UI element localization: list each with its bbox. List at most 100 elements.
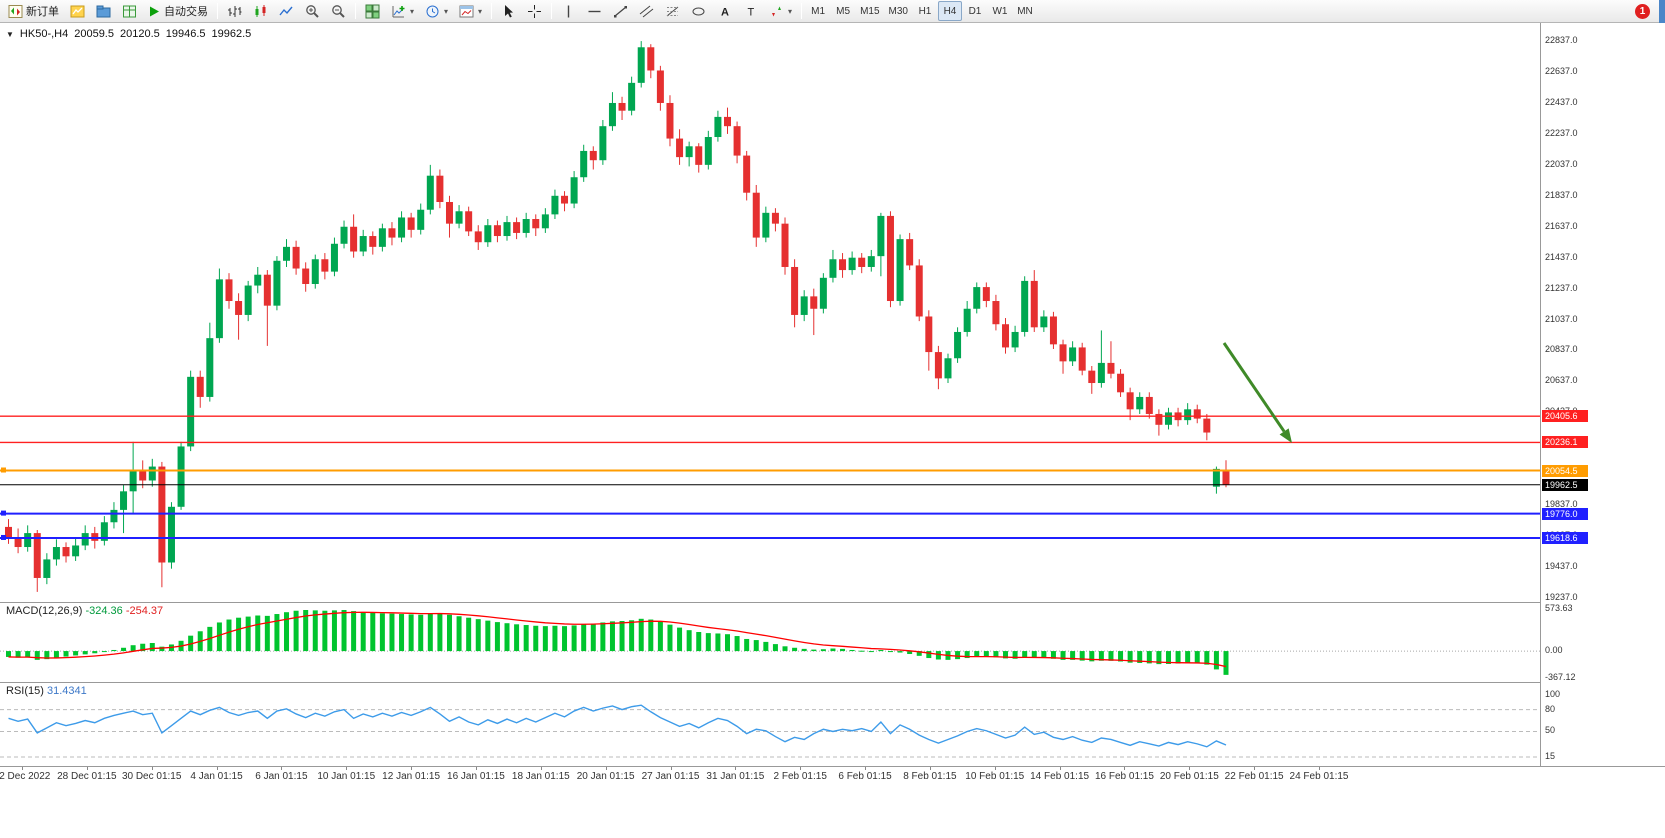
time-label: 8 Feb 01:15 (903, 771, 957, 782)
timeframe-w1[interactable]: W1 (988, 1, 1012, 21)
profiles-button[interactable] (91, 1, 116, 21)
toolbar-separator (491, 3, 493, 19)
bar-chart-icon (227, 4, 242, 19)
vertical-line-icon (561, 4, 576, 19)
arrows-button[interactable]: ▾ (764, 1, 797, 21)
crosshair-button[interactable] (522, 1, 547, 21)
time-label: 20 Feb 01:15 (1159, 771, 1219, 782)
rsi-panel[interactable]: RSI(15) 31.4341 (0, 682, 1540, 766)
price-label: 19437.0 (1545, 561, 1578, 572)
time-tick (1059, 767, 1061, 770)
channel-icon (639, 4, 654, 19)
collapse-arrow-icon[interactable]: ▼ (6, 29, 14, 39)
time-label: 24 Feb 01:15 (1289, 771, 1349, 782)
price-axis[interactable]: 22837.0 22637.0 22437.0 22237.0 22037.0 21837… (1540, 23, 1665, 786)
open-value: 20059.5 (74, 28, 114, 40)
zoom-in-icon (305, 4, 320, 19)
time-label: 12 Jan 01:15 (382, 771, 441, 782)
time-label: 10 Jan 01:15 (317, 771, 376, 782)
zoom-out-button[interactable] (326, 1, 351, 21)
candlestick-chart-button[interactable] (248, 1, 273, 21)
chevron-down-icon: ▾ (788, 6, 793, 16)
trendline-icon (613, 4, 628, 19)
timeframe-m1[interactable]: M1 (806, 1, 830, 21)
trendline-button[interactable] (608, 1, 633, 21)
macd-panel[interactable]: MACD(12,26,9) -324.36 -254.37 (0, 602, 1540, 682)
tile-windows-button[interactable] (360, 1, 385, 21)
price-level-badge: 20405.6 (1542, 410, 1588, 423)
time-label: 20 Jan 01:15 (576, 771, 635, 782)
timeframe-h1[interactable]: H1 (913, 1, 937, 21)
horizontal-line-icon (587, 4, 602, 19)
price-label: 22837.0 (1545, 35, 1578, 45)
time-tick (22, 767, 23, 770)
timeframe-d1[interactable]: D1 (963, 1, 987, 21)
line-chart-icon (279, 4, 294, 19)
indicators-button[interactable]: ▾ (386, 1, 419, 21)
periods-button[interactable]: ▾ (420, 1, 453, 21)
chevron-down-icon: ▾ (478, 6, 483, 16)
price-label: 21837.0 (1545, 189, 1578, 200)
price-label: 22437.0 (1545, 96, 1578, 107)
time-tick (1189, 767, 1191, 770)
data-window-button[interactable] (117, 1, 142, 21)
price-label: 22037.0 (1545, 158, 1578, 169)
autotrading-button[interactable]: 自动交易 (143, 1, 213, 21)
label-button[interactable]: T (738, 1, 763, 21)
rsi-axis-label: 80 (1545, 703, 1556, 714)
price-label: 19837.0 (1545, 499, 1578, 510)
horizontal-line-button[interactable] (582, 1, 607, 21)
text-icon: A (717, 4, 732, 19)
timeframe-m15[interactable]: M15 (856, 1, 883, 21)
chevron-down-icon: ▾ (444, 6, 449, 16)
label-icon: T (743, 4, 758, 19)
time-tick (735, 767, 737, 770)
time-label: 6 Feb 01:15 (838, 771, 892, 782)
chart-title: ▼ HK50-,H4 20059.5 20120.5 19946.5 19962… (6, 28, 251, 40)
time-tick (800, 767, 802, 770)
new-order-icon (8, 4, 23, 19)
timeframe-toolbar: M1 M5 M15 M30 H1 H4 D1 W1 MN (806, 1, 1037, 21)
time-tick (929, 767, 931, 770)
macd-value: -324.36 (85, 605, 123, 617)
cursor-button[interactable] (496, 1, 521, 21)
bar-chart-button[interactable] (222, 1, 247, 21)
channel-button[interactable] (634, 1, 659, 21)
macd-signal-value: -254.37 (125, 605, 164, 617)
notification-badge[interactable]: 1 (1635, 3, 1650, 19)
line-chart-button[interactable] (274, 1, 299, 21)
time-tick (86, 767, 88, 770)
timeframe-mn[interactable]: MN (1013, 1, 1037, 21)
time-tick (281, 767, 283, 770)
timeframe-h4[interactable]: H4 (937, 1, 962, 21)
new-order-label: 新订单 (26, 6, 59, 18)
chart-window-button[interactable] (65, 1, 90, 21)
time-label: 4 Jan 01:15 (190, 771, 243, 782)
time-label: 6 Jan 01:15 (255, 771, 308, 782)
fibonacci-button[interactable] (660, 1, 685, 21)
autotrading-label: 自动交易 (164, 6, 208, 18)
indicators-icon (391, 4, 406, 19)
symbol-period-label: HK50-,H4 (19, 28, 69, 40)
text-button[interactable]: A (712, 1, 737, 21)
price-level-badge: 19776.0 (1542, 507, 1588, 520)
templates-button[interactable]: ▾ (454, 1, 487, 21)
time-tick (540, 767, 542, 770)
rsi-axis-label: 50 (1545, 725, 1556, 736)
new-order-button[interactable]: 新订单 (3, 1, 64, 21)
chart-window: ▼ HK50-,H4 20059.5 20120.5 19946.5 19962… (0, 23, 1665, 788)
time-tick (605, 767, 607, 770)
toolbar-separator (355, 3, 356, 19)
timeframe-m30[interactable]: M30 (885, 1, 912, 21)
cursor-icon (501, 4, 516, 19)
candlestick-chart[interactable] (0, 23, 1540, 602)
vertical-line-button[interactable] (556, 1, 581, 21)
tile-windows-icon (365, 4, 380, 19)
timeframe-m5[interactable]: M5 (831, 1, 855, 21)
zoom-in-button[interactable] (300, 1, 325, 21)
time-axis[interactable]: 22 Dec 2022 28 Dec 01:15 30 Dec 01:15 4 Jan… (0, 766, 1665, 786)
price-label: 22237.0 (1545, 127, 1578, 138)
shapes-button[interactable] (686, 1, 711, 21)
arrows-icon (769, 4, 784, 19)
